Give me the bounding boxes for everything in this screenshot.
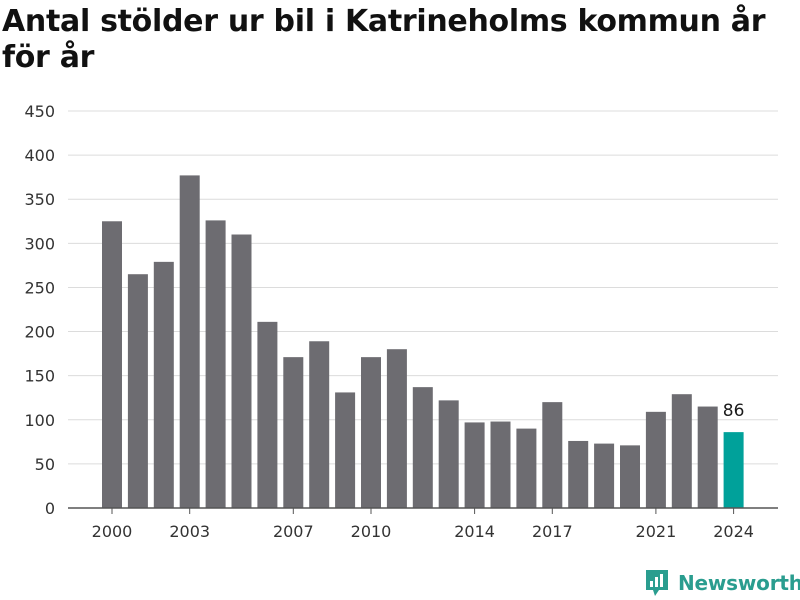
- y-tick-label: 150: [24, 367, 55, 386]
- bar-2001[interactable]: [127, 274, 148, 508]
- y-tick-label: 300: [24, 234, 55, 253]
- bar-2014[interactable]: [464, 422, 485, 508]
- y-tick-label: 200: [24, 323, 55, 342]
- y-tick-label: 400: [24, 146, 55, 165]
- brand-name: Newsworthy: [678, 571, 800, 595]
- bar-2020[interactable]: [620, 445, 640, 508]
- y-tick-label: 250: [24, 278, 55, 297]
- newsworthy-logo-icon: [646, 570, 668, 596]
- y-tick-label: 350: [24, 190, 55, 209]
- x-tick-label: 2000: [92, 522, 133, 541]
- chart-title: Antal stölder ur bil i Katrineholms komm…: [2, 4, 766, 75]
- bar-2004[interactable]: [205, 220, 226, 508]
- bar-2000[interactable]: [102, 221, 122, 508]
- x-tick-label: 2014: [454, 522, 495, 541]
- bar-2005[interactable]: [231, 234, 252, 508]
- bar-2021[interactable]: [645, 411, 666, 508]
- bar-2009[interactable]: [335, 392, 356, 508]
- y-tick-label: 50: [35, 455, 55, 474]
- bar-2012[interactable]: [412, 387, 433, 508]
- bar-2011[interactable]: [386, 349, 407, 508]
- y-tick-label: 0: [45, 499, 55, 518]
- bar-2003[interactable]: [179, 175, 200, 508]
- bar-2010[interactable]: [361, 357, 381, 508]
- bar-2013[interactable]: [438, 400, 459, 508]
- bar-2024[interactable]: [723, 432, 744, 508]
- y-tick-label: 450: [24, 102, 55, 121]
- bar-2007[interactable]: [283, 357, 304, 508]
- bar-2015[interactable]: [490, 421, 511, 508]
- x-tick-label: 2010: [351, 522, 392, 541]
- bar-2019[interactable]: [594, 443, 615, 508]
- x-tick-label: 2003: [169, 522, 210, 541]
- bar-2016[interactable]: [516, 428, 537, 508]
- bar-2008[interactable]: [309, 341, 330, 508]
- bar-2006[interactable]: [257, 321, 278, 508]
- x-tick-label: 2017: [532, 522, 573, 541]
- bar-2022[interactable]: [671, 394, 692, 508]
- newsworthy-brand[interactable]: Newsworthy: [644, 566, 800, 600]
- x-tick-label: 2021: [636, 522, 677, 541]
- bar-2002[interactable]: [153, 261, 174, 508]
- bar-2018[interactable]: [568, 440, 589, 508]
- y-tick-label: 100: [24, 411, 55, 430]
- x-tick-label: 2024: [713, 522, 754, 541]
- bar-2023[interactable]: [697, 406, 718, 508]
- x-tick-label: 2007: [273, 522, 314, 541]
- bar-2017[interactable]: [542, 402, 563, 508]
- data-label: 86: [723, 401, 745, 421]
